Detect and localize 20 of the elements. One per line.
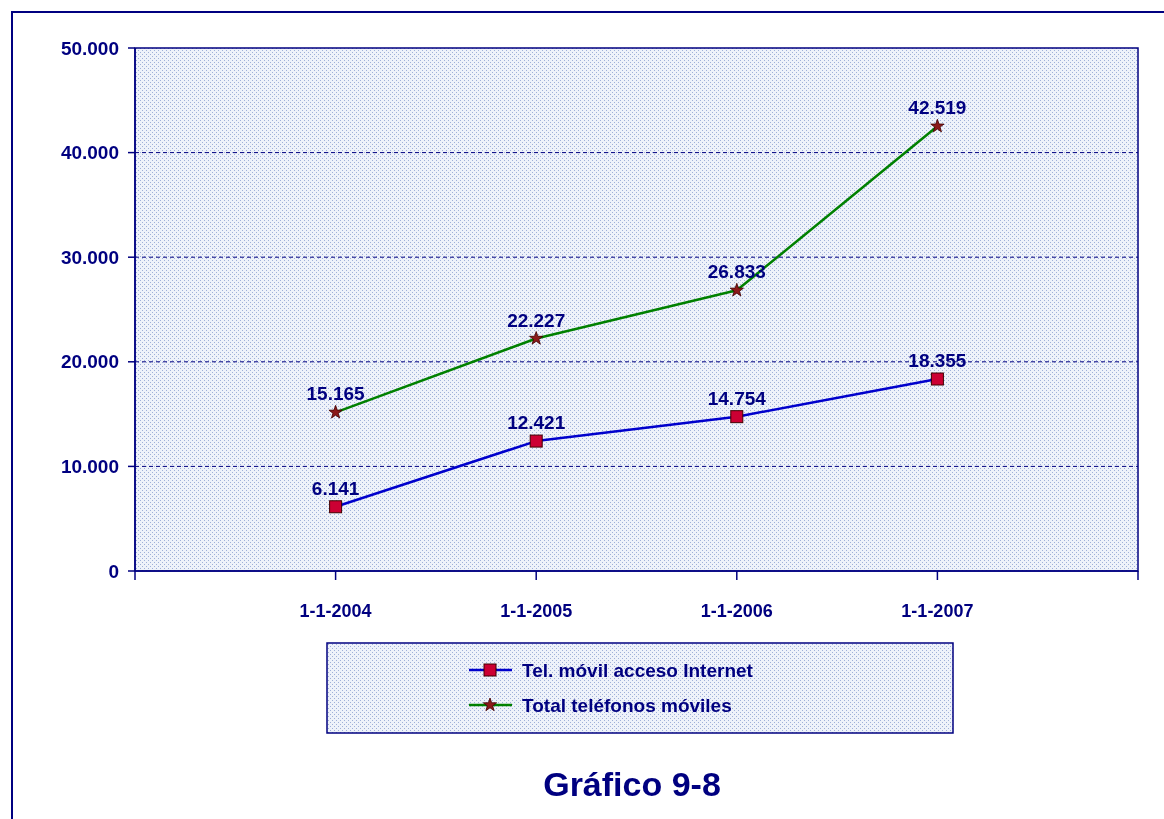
data-label: 14.754 [707, 387, 767, 409]
data-label: 22.227 [507, 309, 566, 331]
data-label: 42.519 [908, 97, 967, 119]
data-label: 6.141 [311, 477, 360, 499]
data-label: 12.421 [507, 412, 566, 434]
x-tick-label: 1-1-2005 [500, 601, 573, 621]
y-tick-label: 40.000 [60, 142, 119, 164]
y-tick-label: 30.000 [60, 246, 119, 268]
x-tick-label: 1-1-2007 [901, 601, 974, 621]
data-label: 18.355 [908, 350, 967, 372]
x-tick-label: 1-1-2006 [700, 601, 773, 621]
legend-label: Tel. móvil acceso Internet [522, 659, 754, 681]
y-tick-label: 20.000 [60, 351, 119, 373]
data-label: 15.165 [306, 383, 366, 405]
y-tick-label: 50.000 [60, 37, 119, 59]
y-tick-label: 0 [108, 560, 119, 582]
legend-label: Total teléfonos móviles [522, 694, 732, 716]
x-tick-label: 1-1-2004 [299, 601, 372, 621]
y-tick-label: 10.000 [60, 456, 119, 478]
text: Gráfico 9-8 [543, 765, 721, 803]
